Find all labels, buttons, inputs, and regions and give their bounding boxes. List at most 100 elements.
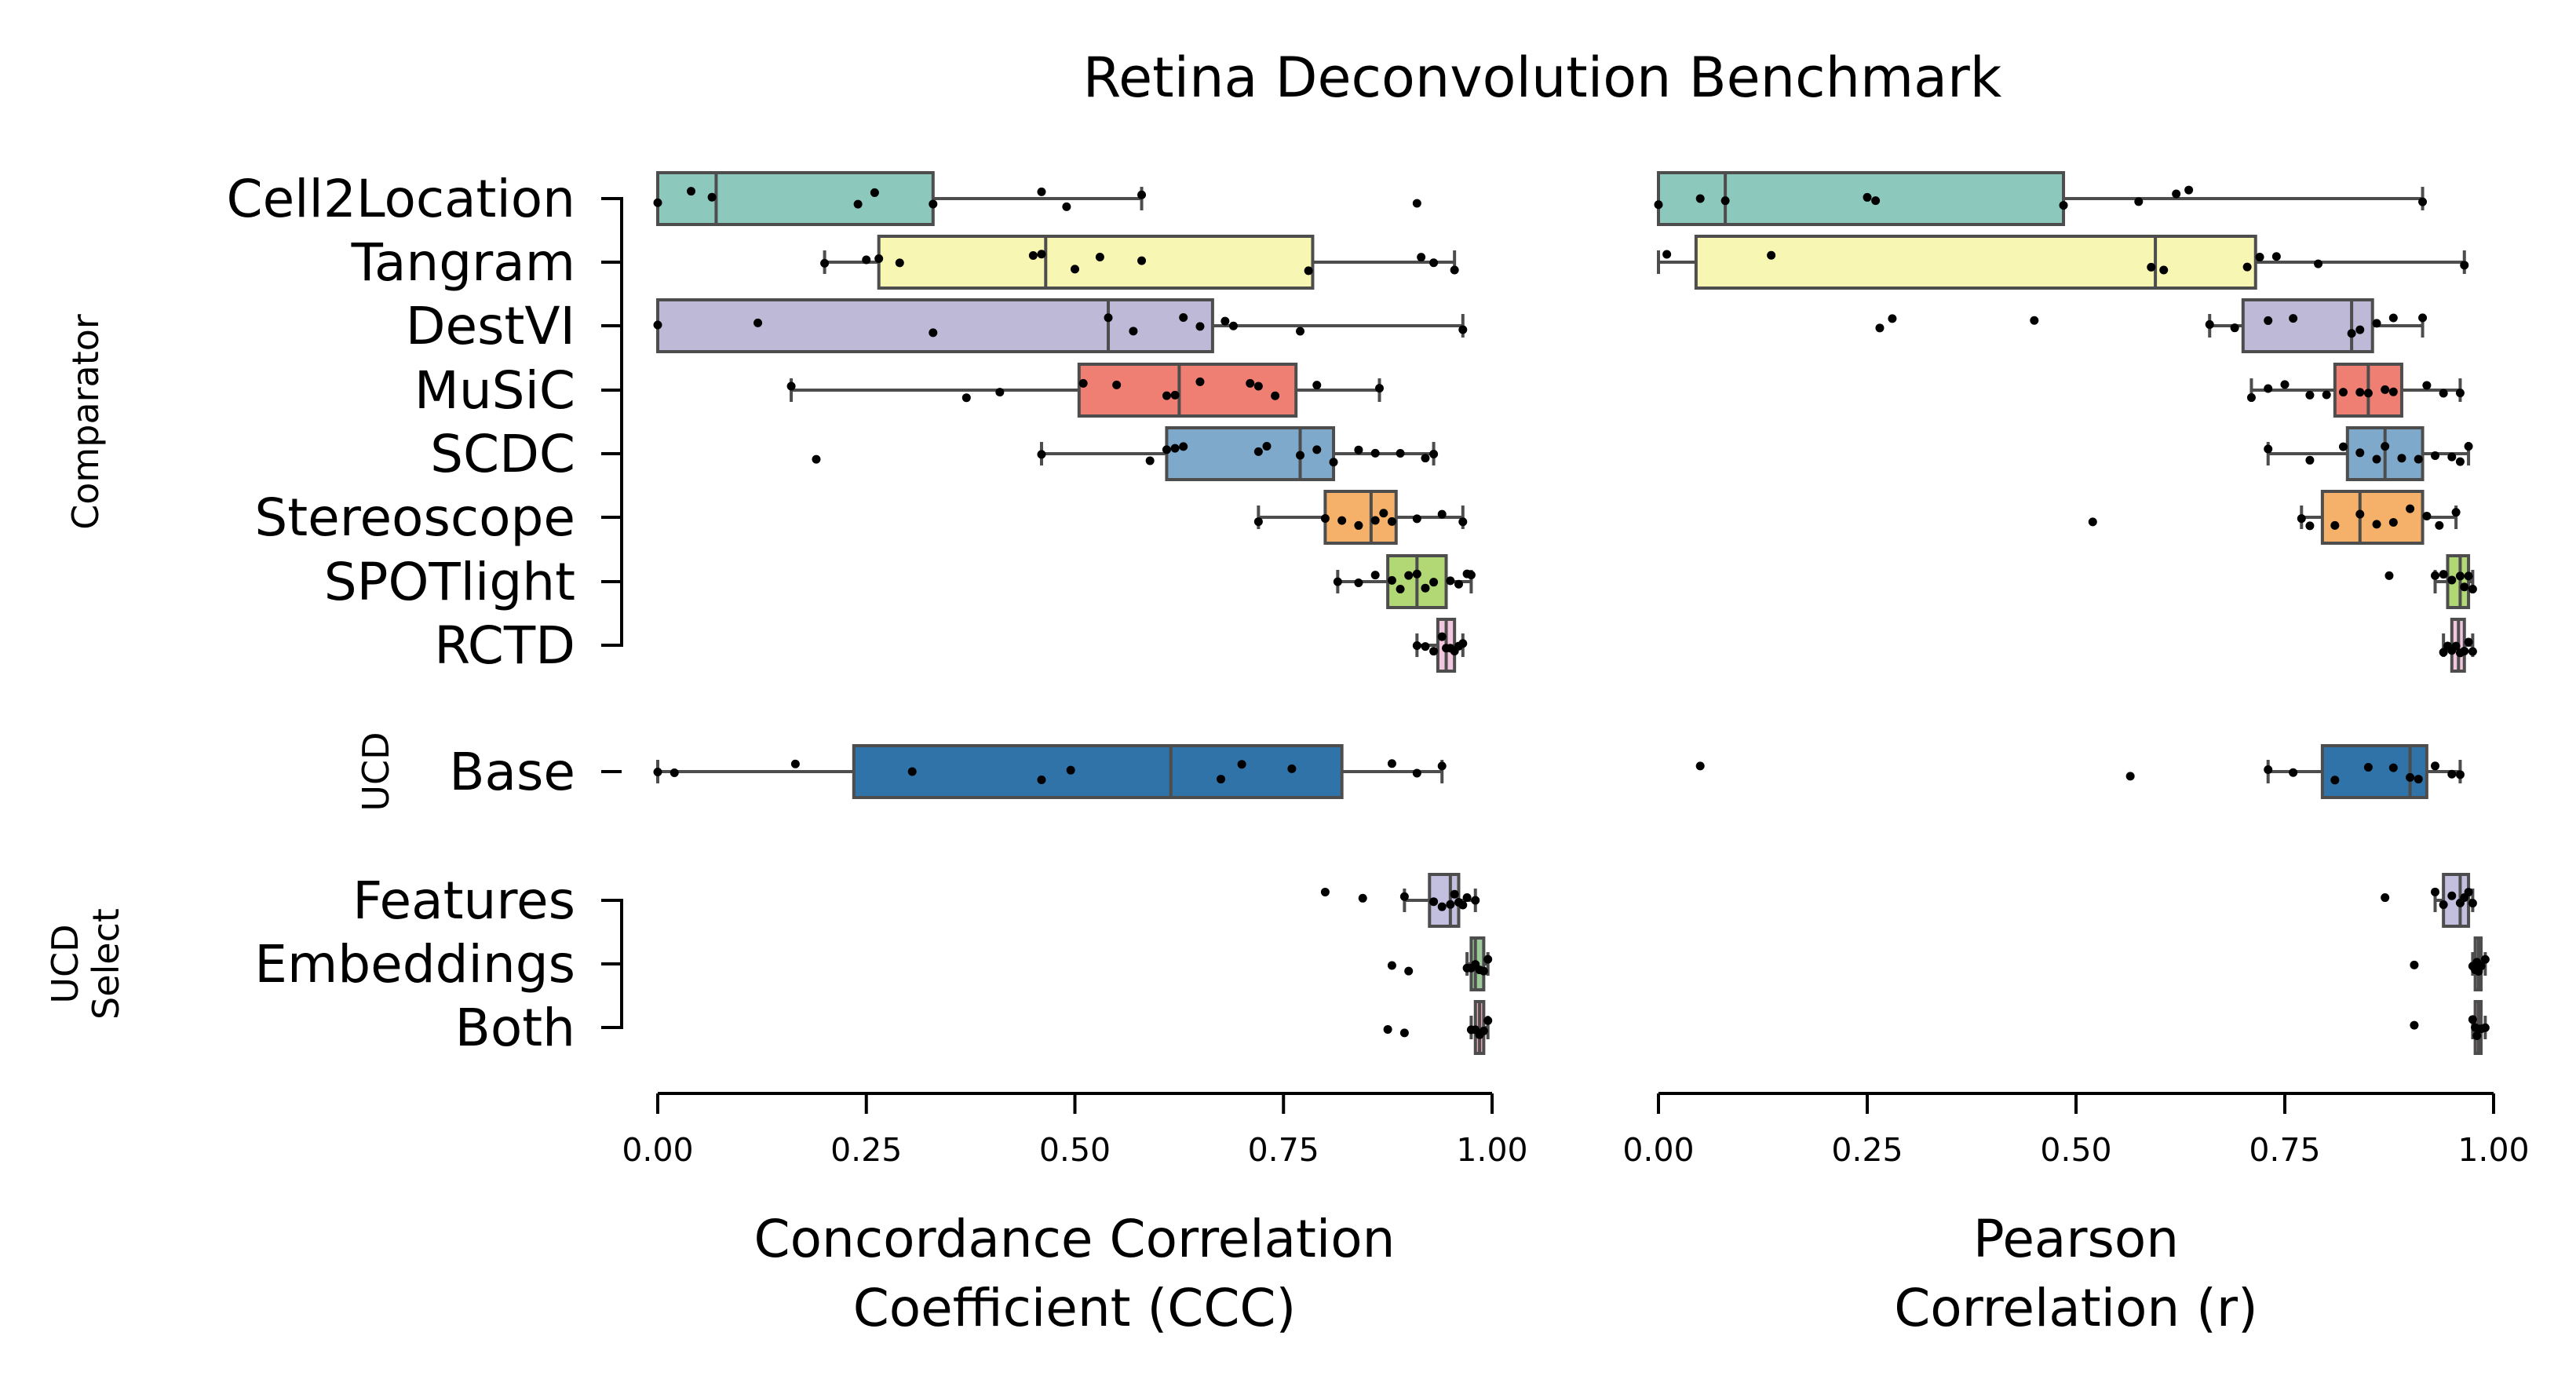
point-both	[1479, 1026, 1488, 1035]
point-embeddings	[1404, 966, 1414, 976]
point-both	[1383, 1024, 1392, 1034]
point-spotlight	[2439, 570, 2448, 579]
point-music	[2439, 389, 2448, 398]
point-base	[2431, 761, 2440, 771]
point-cell2location	[1863, 192, 1872, 202]
point-embeddings	[2476, 962, 2486, 971]
point-destvi	[653, 320, 662, 330]
x-tick-label-1-00: 1.00	[2457, 1131, 2529, 1169]
point-music	[2363, 389, 2373, 398]
point-cell2location	[870, 188, 879, 197]
point-embeddings	[2480, 954, 2490, 964]
point-tangram	[1095, 252, 1104, 261]
point-cell2location	[2134, 197, 2144, 206]
point-music	[2455, 389, 2465, 398]
point-destvi	[2388, 313, 2398, 323]
point-features	[2381, 893, 2390, 903]
point-rctd	[2451, 641, 2461, 651]
box-base	[852, 744, 1344, 799]
box-stereoscope	[2320, 490, 2425, 545]
point-tangram	[874, 254, 884, 264]
point-base	[1237, 760, 1246, 769]
point-base	[2125, 772, 2135, 781]
point-stereoscope	[1379, 509, 1388, 518]
point-base	[2289, 768, 2298, 777]
point-spotlight	[1446, 576, 1455, 586]
category-labels: Cell2LocationTangramDestVIMuSiCSCDCStere…	[44, 169, 623, 1058]
point-music	[1253, 381, 1263, 391]
point-tangram	[1450, 265, 1459, 275]
point-music	[1271, 391, 1280, 400]
point-stereoscope	[1320, 514, 1330, 524]
point-rctd	[2439, 648, 2448, 657]
box-music	[1077, 363, 1298, 418]
point-spotlight	[2460, 582, 2469, 592]
point-rctd	[1437, 632, 1447, 641]
point-music	[995, 388, 1005, 397]
point-tangram	[820, 258, 830, 268]
point-scdc	[2464, 442, 2473, 451]
point-base	[1695, 761, 1705, 771]
point-tangram	[1767, 250, 1776, 260]
point-spotlight	[2468, 584, 2477, 593]
point-tangram	[2147, 262, 2156, 272]
x-axis-title-line: Coefficient (CCC)	[853, 1278, 1297, 1338]
point-stereoscope	[1253, 517, 1263, 527]
point-destvi	[2205, 319, 2214, 329]
point-tangram	[862, 255, 871, 265]
point-spotlight	[1429, 578, 1439, 587]
point-rctd	[2460, 647, 2469, 656]
point-embeddings	[1479, 966, 1488, 976]
point-destvi	[1220, 316, 1230, 326]
point-spotlight	[1387, 575, 1396, 585]
point-stereoscope	[2406, 504, 2415, 513]
point-base	[2414, 775, 2423, 784]
box-scdc	[1165, 426, 1336, 481]
point-destvi	[2289, 314, 2298, 323]
point-stereoscope	[1387, 516, 1396, 526]
point-scdc	[1296, 451, 1305, 460]
point-spotlight	[1354, 578, 1363, 587]
point-tangram	[1662, 250, 1672, 259]
point-scdc	[1370, 448, 1380, 458]
point-cell2location	[2418, 197, 2428, 206]
point-destvi	[753, 318, 763, 327]
point-stereoscope	[2330, 520, 2340, 530]
point-tangram	[1071, 265, 1079, 274]
point-music	[1195, 377, 1205, 386]
point-scdc	[2455, 457, 2465, 466]
point-music	[1374, 384, 1384, 393]
point-base	[670, 768, 679, 778]
point-music	[1112, 380, 1122, 389]
point-features	[1320, 887, 1330, 896]
point-scdc	[2447, 452, 2457, 462]
point-stereoscope	[1437, 509, 1447, 519]
point-scdc	[1253, 447, 1263, 456]
x-axis-title: Concordance Correlation Coefficient (CCC)	[754, 1209, 1396, 1338]
point-tangram	[1304, 266, 1313, 276]
point-base	[2363, 762, 2373, 772]
point-music	[2246, 393, 2256, 403]
point-scdc	[1145, 456, 1155, 465]
point-stereoscope	[1412, 514, 1421, 524]
point-base	[2406, 772, 2415, 782]
x-tick-label-0-00: 0.00	[622, 1131, 693, 1169]
point-both	[2410, 1020, 2419, 1030]
point-features	[2468, 899, 2477, 908]
point-destvi	[1129, 327, 1138, 336]
point-features	[2439, 900, 2448, 910]
point-music	[1078, 378, 1088, 388]
point-music	[786, 381, 796, 391]
point-cell2location	[2059, 201, 2068, 210]
category-label-rctd: RCTD	[434, 615, 575, 676]
point-cell2location	[929, 199, 938, 209]
point-scdc	[1312, 445, 1322, 454]
point-base	[907, 767, 917, 776]
point-music	[2381, 385, 2390, 394]
point-cell2location	[2172, 189, 2181, 199]
category-label-music: MuSiC	[414, 360, 575, 421]
point-spotlight	[1404, 571, 1414, 580]
x-tick-label-1-00: 1.00	[1456, 1131, 1527, 1169]
point-spotlight	[1466, 570, 1476, 579]
point-tangram	[1417, 253, 1426, 262]
